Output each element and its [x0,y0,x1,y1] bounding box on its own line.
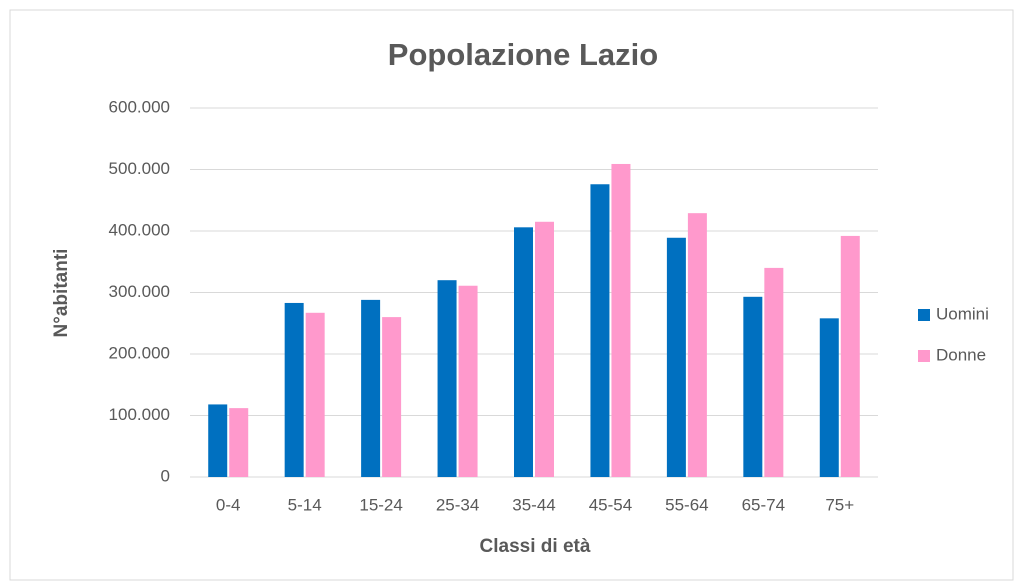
y-tick-label: 0 [161,466,170,485]
legend-label: Donne [936,345,986,364]
x-tick-label: 65-74 [742,495,785,514]
bar [361,299,381,477]
bar [764,267,784,477]
bar [535,221,554,477]
x-tick-label: 0-4 [216,495,241,514]
y-tick-label: 100.000 [109,405,170,424]
bar [229,408,249,477]
x-tick-label: 25-34 [436,495,479,514]
y-tick-label: 400.000 [109,220,170,239]
legend-swatch [918,309,930,321]
bar [458,285,478,477]
bar [590,184,610,477]
bar [284,302,304,477]
x-tick-label: 5-14 [288,495,322,514]
legend-label: Uomini [936,304,989,323]
bar [208,404,228,477]
x-tick-label: 45-54 [589,495,632,514]
x-axis-label: Classi di età [480,536,591,557]
y-tick-label: 300.000 [109,282,170,301]
bar [687,213,707,478]
bar [437,280,457,477]
bar [514,227,533,477]
x-tick-label: 75+ [825,495,854,514]
x-tick-label: 15-24 [359,495,402,514]
bar [611,163,631,477]
bar [382,317,402,477]
x-tick-label: 35-44 [512,495,555,514]
bar [840,235,860,477]
y-axis-label: N°abitanti [51,249,72,338]
y-tick-label: 200.000 [109,343,170,362]
x-tick-label: 55-64 [665,495,708,514]
bar [743,296,763,477]
legend-swatch [918,350,930,362]
chart-title: Popolazione Lazio [388,37,658,72]
y-tick-label: 500.000 [109,159,170,178]
bar [819,318,839,477]
y-tick-label: 600.000 [109,97,170,116]
bar [666,237,686,477]
bar [305,312,325,477]
